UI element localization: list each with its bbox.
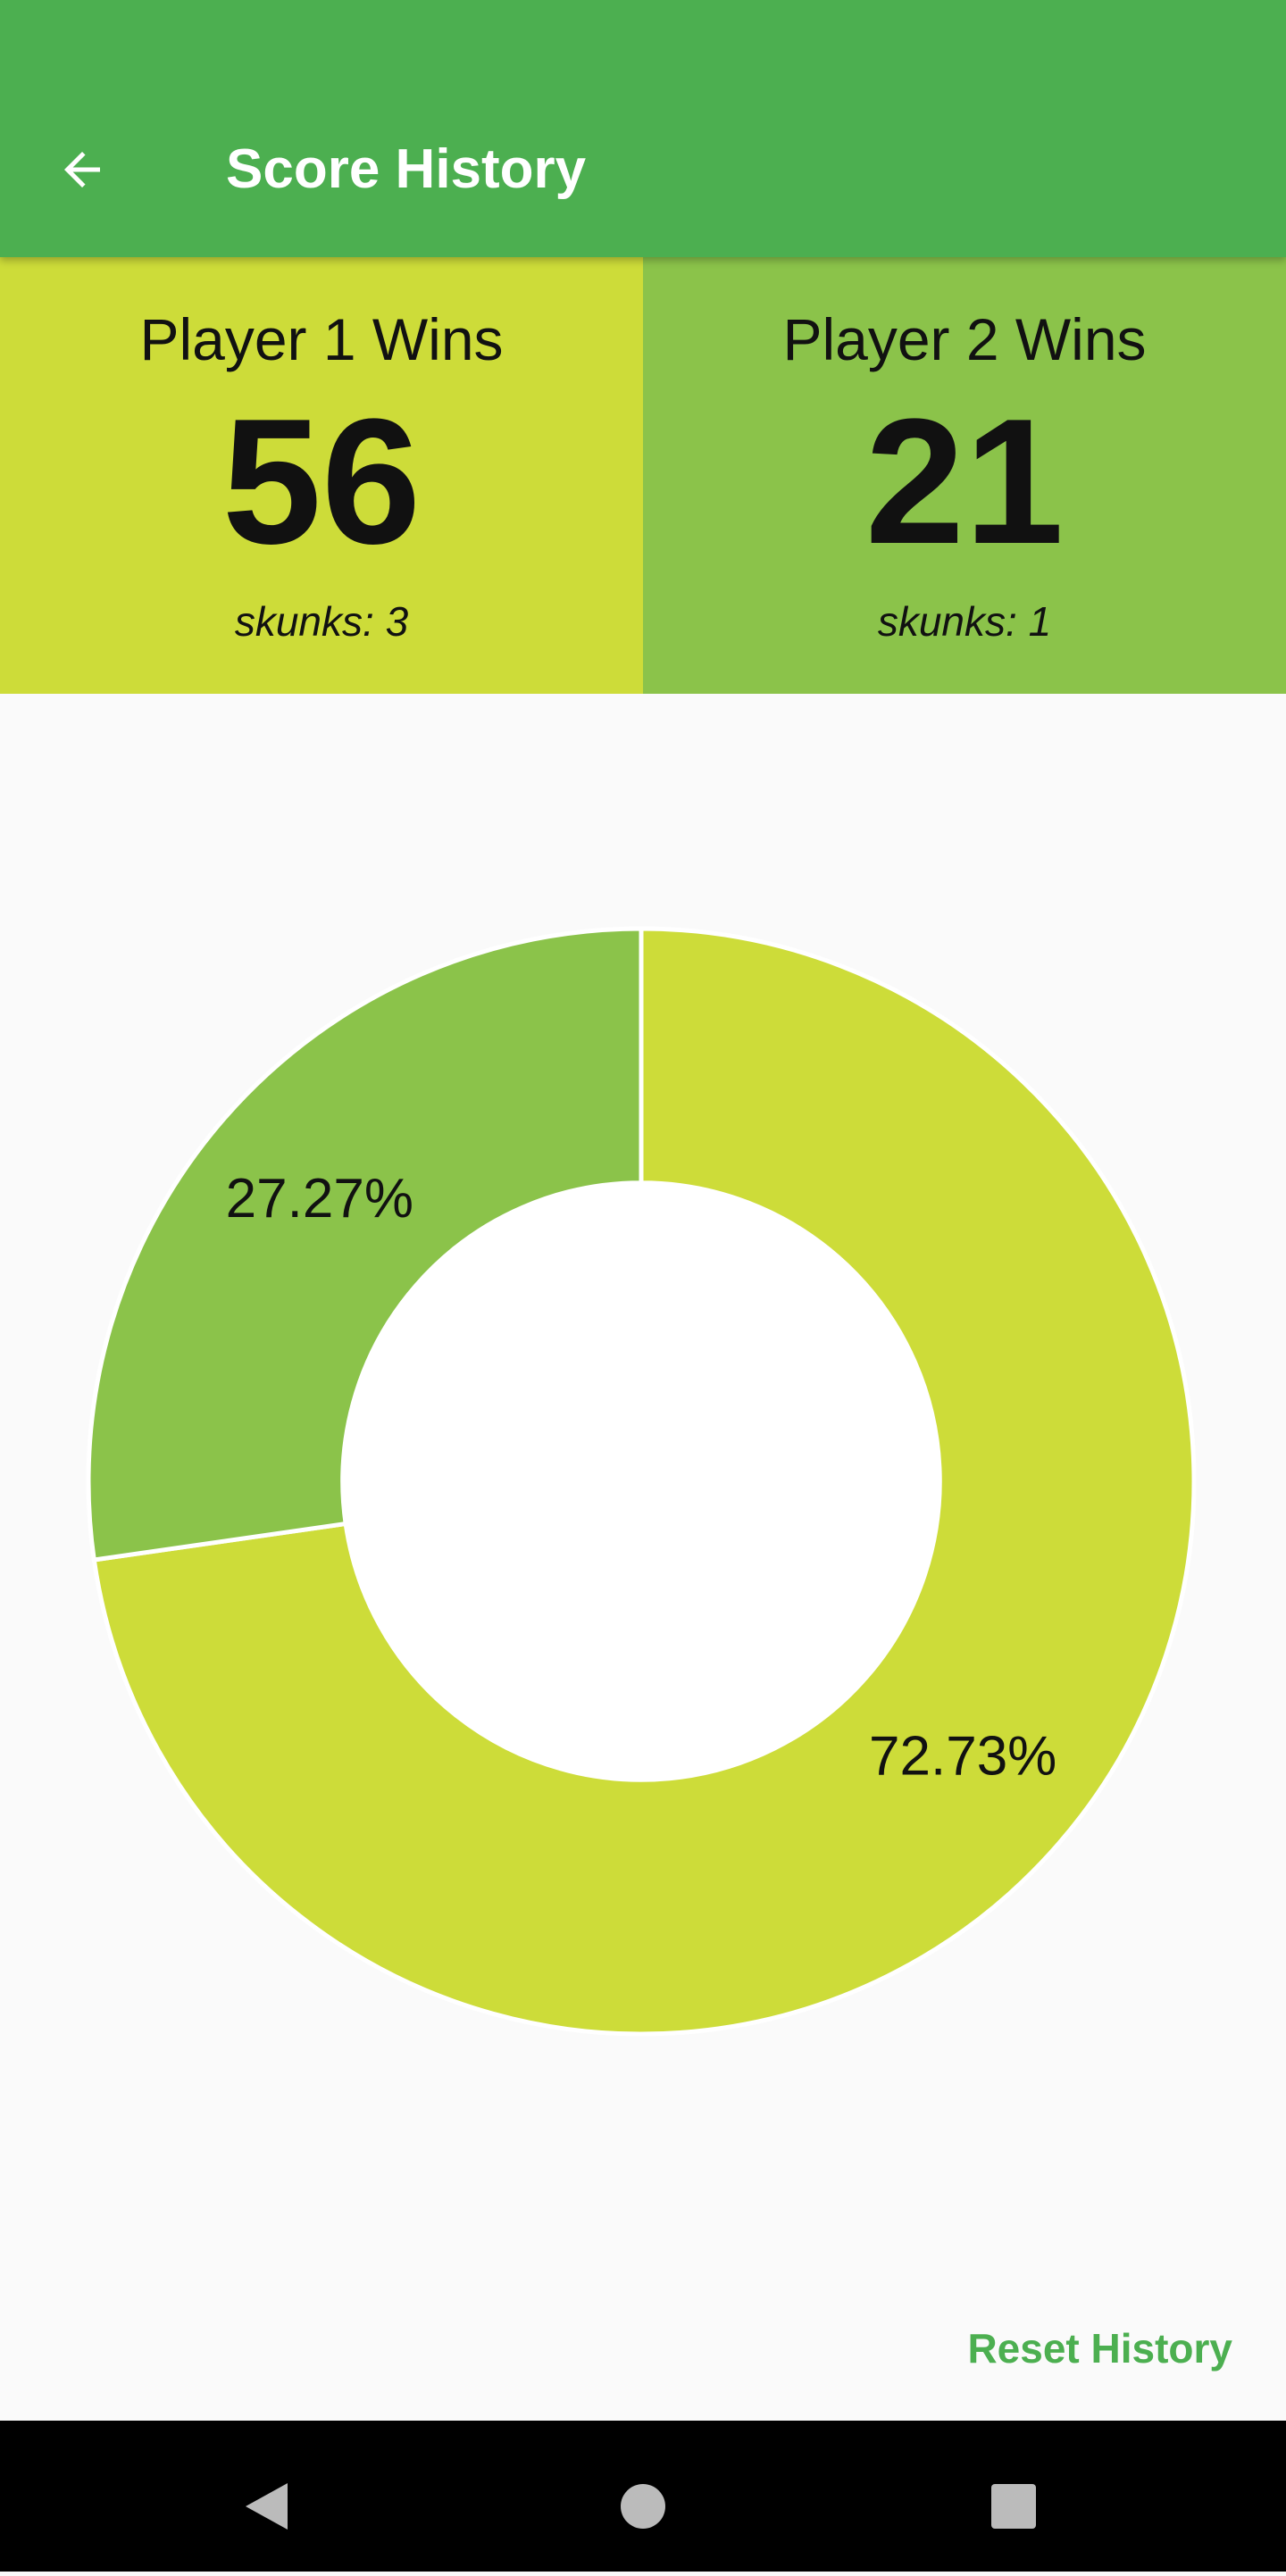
slice [91, 926, 1197, 2037]
player-panel: Player 2 Wins 21 skunks: 1 [643, 257, 1286, 694]
slice-label: 72.73% [869, 1726, 1056, 1788]
nav-home[interactable] [621, 2484, 665, 2529]
back-button[interactable] [55, 143, 109, 196]
nav-recent[interactable] [991, 2484, 1036, 2529]
reset-button[interactable]: Reset History [967, 2325, 1232, 2372]
donut-chart: 72.73% 27.27% [86, 926, 1197, 2037]
nav-back[interactable] [246, 2483, 288, 2530]
skunks: skunks: 3 [234, 598, 409, 645]
app-bar: Score History [0, 0, 1286, 257]
donut-hole [344, 1184, 939, 1779]
player-label: Player 1 Wins [139, 306, 504, 372]
skunks: skunks: 1 [877, 598, 1052, 645]
player-label: Player 2 Wins [782, 306, 1147, 372]
wins: 56 [221, 382, 422, 581]
nav-icons [246, 2483, 1036, 2530]
wins: 21 [864, 382, 1065, 581]
title: Score History [226, 138, 587, 200]
slice [86, 926, 644, 1563]
player-panel: Player 1 Wins 56 skunks: 3 [0, 257, 643, 694]
nav-bar [0, 2421, 1286, 2572]
slice-label: 27.27% [226, 1168, 413, 1230]
